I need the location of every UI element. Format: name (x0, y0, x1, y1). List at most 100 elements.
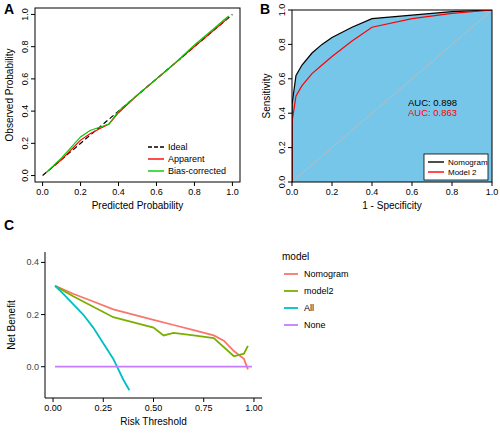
x-tick-label: 0.6 (406, 187, 419, 197)
y-tick (31, 78, 35, 79)
y-tick-label: 0.0 (20, 169, 30, 182)
legend-label: model2 (304, 286, 334, 296)
y-tick-label: 0.8 (20, 40, 30, 53)
y-tick-label: 0.0 (26, 362, 39, 372)
x-tick (153, 398, 154, 402)
y-tick (31, 143, 35, 144)
y-tick (288, 44, 292, 45)
y-tick-label: 0.4 (20, 105, 30, 118)
series-line (55, 286, 248, 369)
x-tick (80, 182, 81, 186)
figure: A 0.0 0.2 0.4 0.6 0.8 1.0 0.0 0.2 0.4 0.6 0.8 1.0 Pre… (0, 0, 500, 433)
plot-area (43, 14, 233, 175)
panel: A0.00.20.40.60.81.00.00.20.40.60.81.0Pre… (4, 1, 240, 211)
legend-key (284, 307, 298, 309)
legend-key (284, 324, 298, 326)
x-tick-label: 0.25 (95, 403, 113, 413)
y-tick-label: 0.4 (26, 257, 39, 267)
x-tick (118, 182, 119, 186)
y-tick-label: 1.0 (277, 4, 287, 17)
legend-key (148, 146, 164, 147)
y-tick-label: 0.4 (277, 107, 287, 120)
annotation: AUC: 0.863 (408, 107, 457, 118)
series-line (55, 366, 252, 368)
legend-key (148, 158, 164, 159)
x-tick (332, 182, 333, 186)
x-axis-label: Predicted Probability (92, 200, 184, 211)
y-tick (41, 366, 45, 367)
legend-label: Nomogram (448, 158, 488, 167)
y-tick-label: 0.2 (26, 310, 39, 320)
x-tick (156, 182, 157, 186)
panel: C0.000.250.500.751.000.00.20.4Risk Thres… (4, 217, 349, 427)
x-tick (452, 182, 453, 186)
x-tick-label: 0.00 (44, 403, 62, 413)
legend-label: Bias-corrected (168, 166, 226, 176)
legend-key (428, 171, 444, 172)
y-axis-line (45, 252, 46, 398)
legend: modelNomogrammodel2AllNone (282, 251, 349, 330)
x-tick-label: 0.0 (36, 187, 49, 197)
legend-key (284, 273, 298, 275)
y-tick (31, 46, 35, 47)
series-line (55, 286, 248, 356)
x-tick-label: 0.75 (195, 403, 213, 413)
x-tick (42, 182, 43, 186)
y-tick (288, 182, 292, 183)
x-tick (412, 182, 413, 186)
legend-label: Ideal (168, 142, 188, 152)
series-line (292, 10, 492, 182)
series-line (46, 16, 228, 172)
plot-area (292, 10, 492, 182)
y-tick (288, 113, 292, 114)
x-tick (492, 182, 493, 186)
panel-label: C (4, 217, 14, 233)
legend-title: model (282, 251, 309, 262)
legend-label: Model 2 (448, 168, 477, 177)
y-axis-label: Observed Probability (4, 49, 15, 142)
y-tick (31, 14, 35, 15)
x-tick (53, 398, 54, 402)
y-tick-label: 0.2 (20, 137, 30, 150)
x-tick-label: 0.8 (446, 187, 459, 197)
legend-box (424, 154, 488, 180)
x-tick-label: 0.4 (366, 187, 379, 197)
x-axis-label: 1 - Specificity (362, 200, 421, 211)
y-axis-label: Net Benefit (6, 300, 17, 350)
x-tick-label: 1.0 (486, 187, 499, 197)
y-axis-label: Sensitivity (261, 73, 272, 118)
x-tick (103, 398, 104, 402)
plot-area (55, 286, 252, 390)
x-tick-label: 0.8 (188, 187, 201, 197)
legend-key (428, 161, 444, 162)
legend-label: None (304, 320, 326, 330)
y-tick (288, 147, 292, 148)
legend: Ideal Apparent Bias-corrected (148, 142, 226, 176)
panel-label: B (260, 1, 270, 17)
x-tick (232, 182, 233, 186)
y-tick (41, 314, 45, 315)
y-tick (41, 262, 45, 263)
x-tick-label: 0.6 (150, 187, 163, 197)
x-tick (372, 182, 373, 186)
x-tick-label: 0.50 (145, 403, 163, 413)
x-tick-label: 0.2 (74, 187, 87, 197)
area-fill (292, 10, 492, 182)
x-tick (203, 398, 204, 402)
x-tick (292, 182, 293, 186)
legend-key (284, 290, 298, 292)
y-tick-label: 0.2 (277, 141, 287, 154)
x-tick (253, 398, 254, 402)
legend-key (148, 170, 164, 171)
panel-label: A (4, 1, 14, 17)
y-tick-label: 0.6 (20, 73, 30, 86)
x-tick-label: 0.0 (286, 187, 299, 197)
series-line (292, 10, 492, 182)
x-tick (194, 182, 195, 186)
y-tick (288, 78, 292, 79)
y-tick (31, 175, 35, 176)
legend-label: All (304, 303, 314, 313)
frame (292, 10, 492, 182)
legend-label: Apparent (168, 154, 205, 164)
y-tick-label: 1.0 (20, 8, 30, 21)
